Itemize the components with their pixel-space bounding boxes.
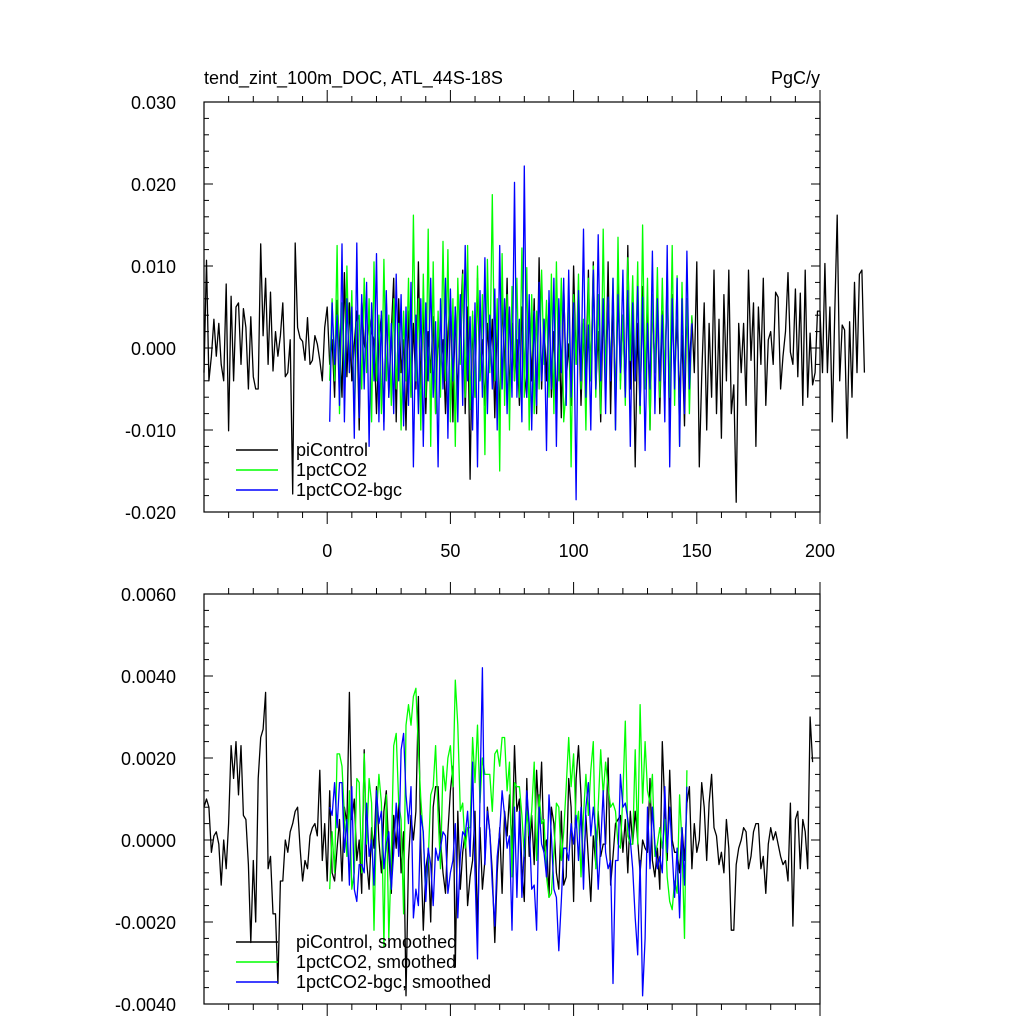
units-label: PgC/y	[771, 68, 820, 88]
legend-label: piControl	[296, 440, 368, 460]
x-tick-label: 150	[682, 541, 712, 561]
plot-frame	[203, 593, 821, 1005]
top-panel: -0.020 -0.010 0.000 0.010 0.020 0.030 0 50 100 15…	[125, 90, 866, 561]
legend-label: 1pctCO2	[296, 460, 367, 480]
y-tick-label: 0.0020	[121, 749, 176, 769]
series-line-1pctco2-bgc	[329, 165, 693, 501]
y-tick-label: 0.000	[131, 339, 176, 359]
y-tick-label: 0.0040	[121, 667, 176, 687]
chart-title: tend_zint_100m_DOC, ATL_44S-18S	[204, 68, 503, 89]
legend-label: 1pctCO2-bgc, smoothed	[296, 972, 491, 992]
y-tick-label: 0.0060	[121, 585, 176, 605]
series-line-1pctco2-bgc-smoothed	[329, 667, 688, 997]
x-tick-label: 50	[440, 541, 460, 561]
legend-label: 1pctCO2, smoothed	[296, 952, 456, 972]
y-tick-label: -0.0020	[115, 913, 176, 933]
plot-frame	[203, 101, 821, 513]
x-tick-label: 0	[322, 541, 332, 561]
x-tick-label: 200	[805, 541, 835, 561]
series-line-picontrol	[203, 214, 866, 503]
y-tick-label: -0.0040	[115, 995, 176, 1015]
bottom-panel: -0.0040 -0.0020 0.0000 0.0020 0.0040 0.0060 pi…	[115, 582, 821, 1016]
legend-label: piControl, smoothed	[296, 932, 457, 952]
y-tick-label: -0.020	[125, 503, 176, 523]
y-tick-label: 0.0000	[121, 831, 176, 851]
y-tick-label: 0.010	[131, 257, 176, 277]
y-tick-label: 0.020	[131, 175, 176, 195]
legend-label: 1pctCO2-bgc	[296, 480, 402, 500]
series-line-picontrol-smoothed	[203, 691, 814, 997]
x-tick-label: 100	[559, 541, 589, 561]
y-tick-label: 0.030	[131, 93, 176, 113]
y-tick-label: -0.010	[125, 421, 176, 441]
